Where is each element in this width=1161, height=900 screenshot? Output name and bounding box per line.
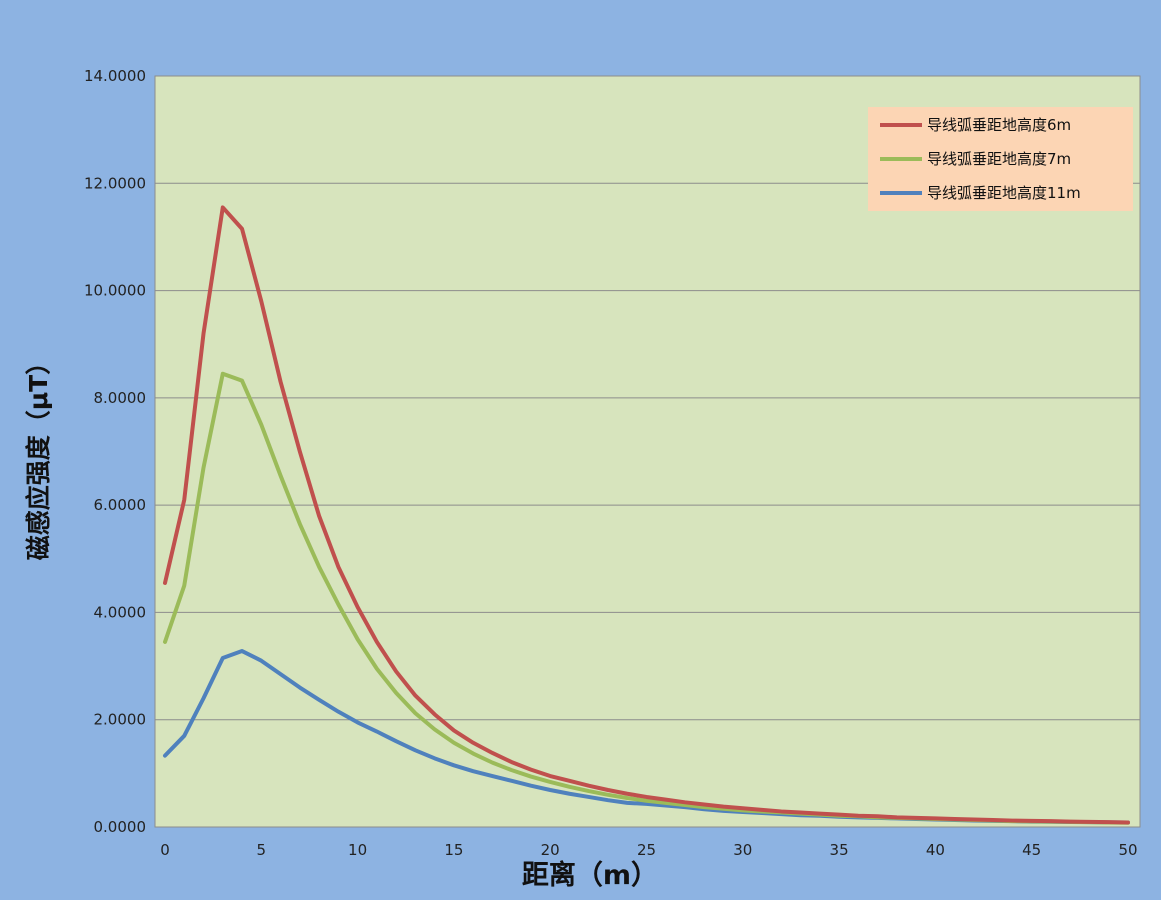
legend-label: 导线弧垂距地高度11m [927,184,1081,202]
y-tick-label: 10.0000 [84,282,146,300]
x-tick-label: 45 [1022,841,1041,859]
x-tick-label: 50 [1118,841,1137,859]
y-tick-label: 12.0000 [84,174,146,192]
legend-label: 导线弧垂距地高度7m [927,150,1071,168]
x-tick-label: 0 [160,841,170,859]
y-tick-label: 2.0000 [94,711,147,729]
x-tick-label: 35 [830,841,849,859]
y-tick-label: 8.0000 [94,389,147,407]
x-tick-label: 15 [444,841,463,859]
y-tick-label: 4.0000 [94,603,147,621]
x-tick-label: 20 [541,841,560,859]
y-axis-title: 磁感应强度（μT） [24,350,53,560]
x-tick-label: 30 [733,841,752,859]
y-tick-label: 14.0000 [84,67,146,85]
x-tick-label: 10 [348,841,367,859]
series-lines [163,205,1130,825]
series-line-1 [163,205,1130,825]
y-tick-label: 6.0000 [94,496,147,514]
x-tick-label: 25 [637,841,656,859]
legend: 导线弧垂距地高度6m 导线弧垂距地高度7m 导线弧垂距地高度11m [868,107,1133,211]
y-axis-ticks: 0.0000 2.0000 4.0000 6.0000 8.0000 10.0000 12.… [84,67,146,836]
x-tick-label: 40 [926,841,945,859]
x-axis-title: 距离（m） [522,859,658,891]
legend-label: 导线弧垂距地高度6m [927,116,1071,134]
x-tick-label: 5 [257,841,267,859]
y-tick-label: 0.0000 [94,818,147,836]
x-axis-ticks: 0 5 10 15 20 25 30 35 40 45 50 [160,841,1137,859]
